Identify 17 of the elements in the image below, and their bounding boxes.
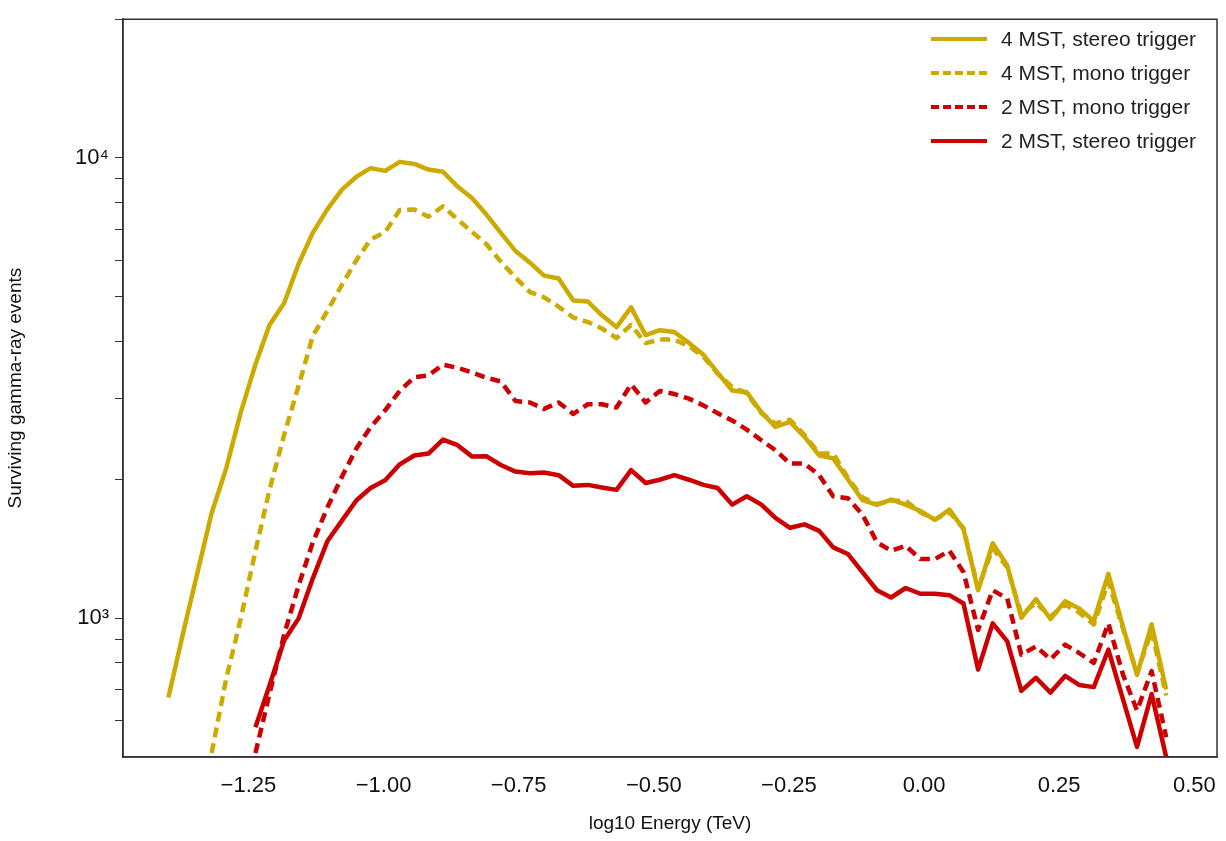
legend-label: 2 MST, mono trigger xyxy=(1001,95,1191,119)
x-tick-label: −1.25 xyxy=(220,772,277,798)
x-tick-label: −0.75 xyxy=(490,772,547,798)
y-tick-label: 10⁴ xyxy=(75,143,109,169)
x-tick-label: 0.00 xyxy=(902,772,946,798)
y-tick-label: 10³ xyxy=(77,604,109,630)
x-tick-label: −0.50 xyxy=(625,772,682,798)
y-axis-title: Surviving gamma-ray events xyxy=(3,267,25,509)
legend-label: 4 MST, mono trigger xyxy=(1001,61,1191,85)
x-tick-label: 0.50 xyxy=(1172,772,1216,798)
legend-label: 4 MST, stereo trigger xyxy=(1001,27,1196,51)
x-axis-title: log10 Energy (TeV) xyxy=(588,811,752,833)
line-series xyxy=(253,362,1169,756)
x-tick-label: −1.00 xyxy=(355,772,412,798)
x-tick-label: −0.25 xyxy=(761,772,817,798)
x-tick-label: 0.25 xyxy=(1037,772,1081,798)
legend-label: 2 MST, stereo trigger xyxy=(1001,129,1196,153)
